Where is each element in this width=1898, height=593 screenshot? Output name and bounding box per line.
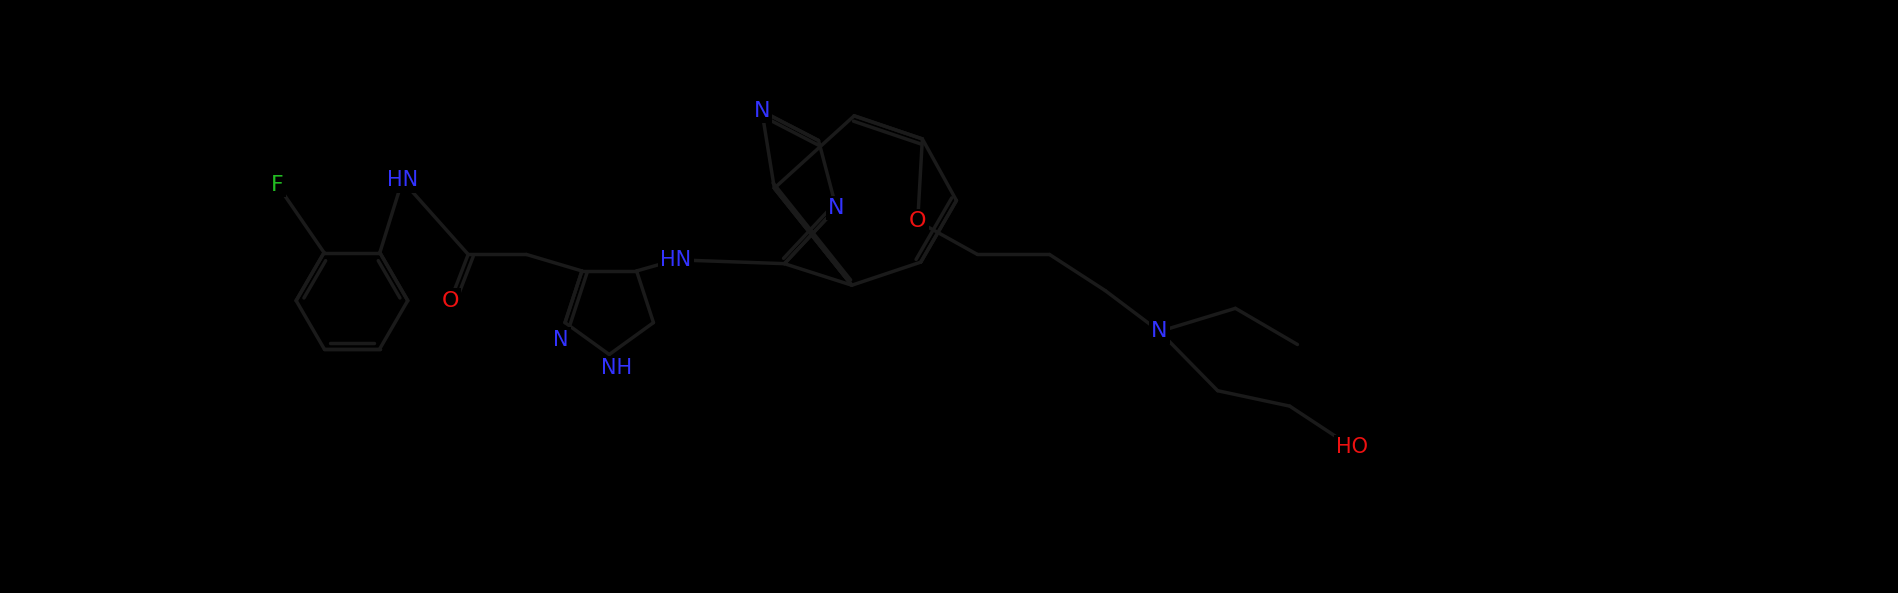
Text: HO: HO (1336, 437, 1368, 457)
Text: N: N (828, 198, 845, 218)
Text: HN: HN (387, 171, 418, 190)
Text: N: N (1152, 321, 1167, 342)
Text: N: N (554, 330, 569, 349)
Text: F: F (271, 175, 285, 195)
Text: O: O (909, 211, 926, 231)
Text: NH: NH (602, 358, 632, 378)
Text: O: O (442, 291, 459, 311)
Text: N: N (754, 101, 771, 121)
Text: HN: HN (661, 250, 691, 270)
